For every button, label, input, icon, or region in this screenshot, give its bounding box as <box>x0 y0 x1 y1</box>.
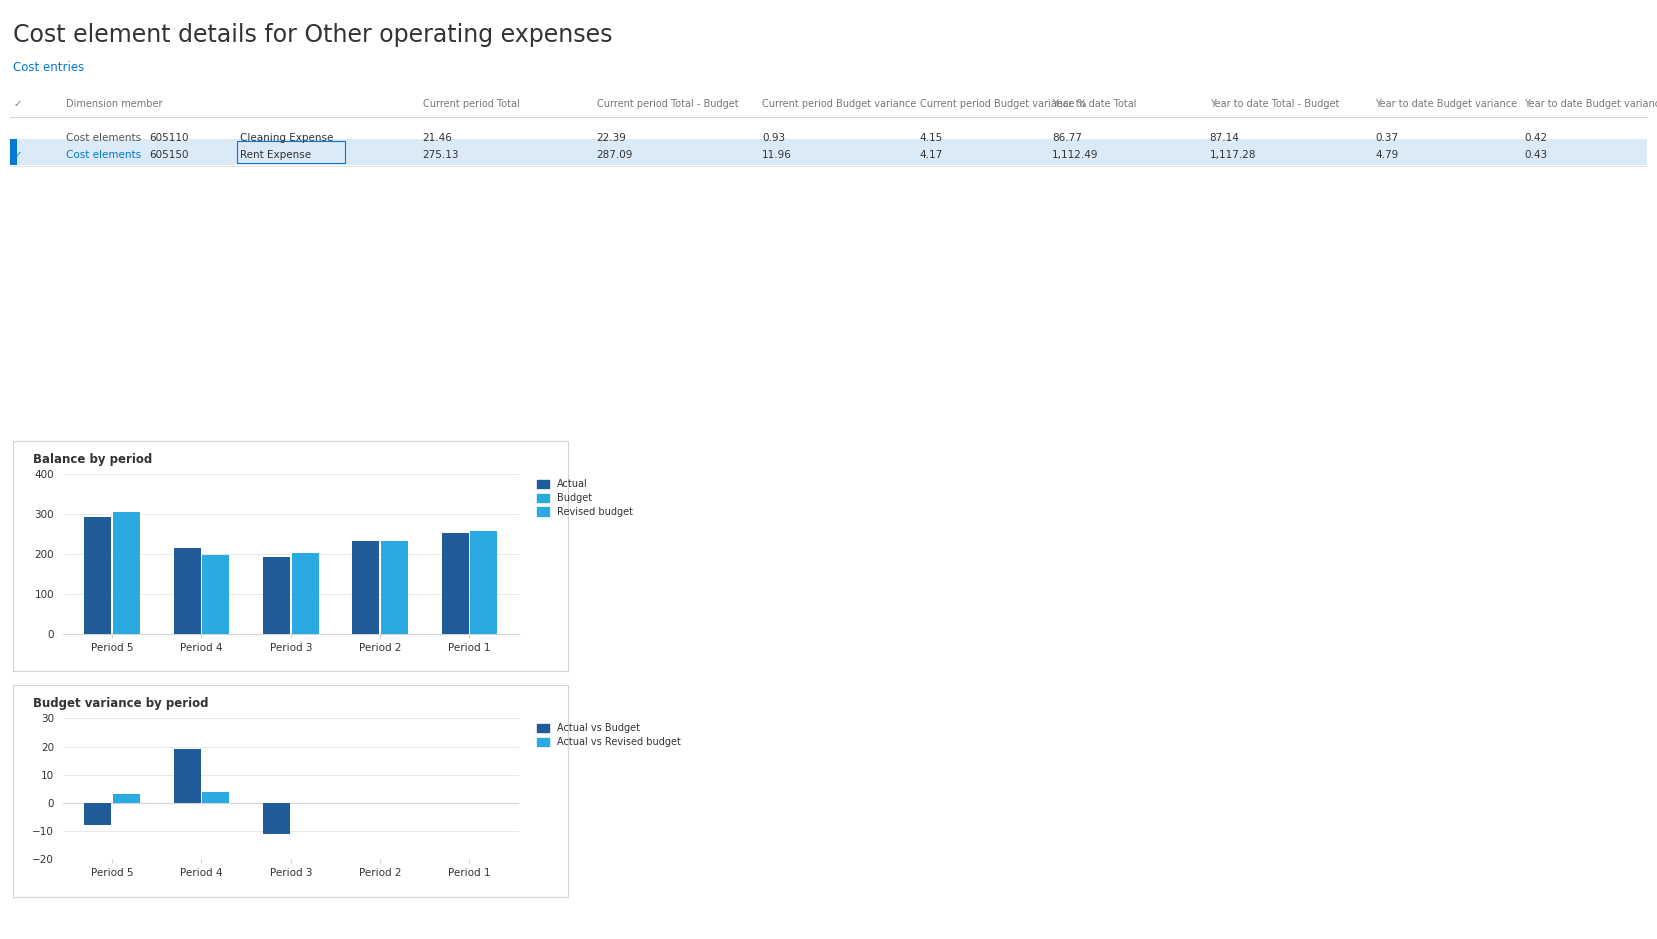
Text: Year to date Total: Year to date Total <box>1052 99 1137 109</box>
Bar <box>263 557 290 634</box>
Text: 605110: 605110 <box>149 133 189 144</box>
Text: Cost entries: Cost entries <box>13 61 85 74</box>
Text: Year to date Budget variance: Year to date Budget variance <box>1375 99 1518 109</box>
Text: 0.42: 0.42 <box>1524 133 1548 144</box>
Text: 22.39: 22.39 <box>597 133 626 144</box>
Text: Current period Total - Budget: Current period Total - Budget <box>597 99 737 109</box>
Bar <box>202 792 229 803</box>
Bar <box>292 553 318 634</box>
Bar <box>263 803 290 834</box>
Legend: Actual vs Budget, Actual vs Revised budget: Actual vs Budget, Actual vs Revised budg… <box>537 723 681 747</box>
Text: ✓: ✓ <box>13 150 22 161</box>
Bar <box>353 541 379 634</box>
Text: Cost elements: Cost elements <box>66 133 141 144</box>
Text: 0.37: 0.37 <box>1375 133 1399 144</box>
Text: 1,112.49: 1,112.49 <box>1052 150 1099 161</box>
Text: 86.77: 86.77 <box>1052 133 1082 144</box>
Text: 4.15: 4.15 <box>920 133 943 144</box>
Text: Cleaning Expense: Cleaning Expense <box>240 133 333 144</box>
Text: 0.43: 0.43 <box>1524 150 1548 161</box>
Text: Cost element details for Other operating expenses: Cost element details for Other operating… <box>13 23 613 48</box>
Text: 4.17: 4.17 <box>920 150 943 161</box>
Bar <box>113 512 139 634</box>
Legend: Actual, Budget, Revised budget: Actual, Budget, Revised budget <box>537 479 633 516</box>
Text: 21.46: 21.46 <box>423 133 452 144</box>
Text: 275.13: 275.13 <box>423 150 459 161</box>
Bar <box>174 749 200 803</box>
Text: 1,117.28: 1,117.28 <box>1210 150 1256 161</box>
Bar <box>442 533 469 634</box>
Bar <box>85 516 111 634</box>
Bar <box>471 531 497 634</box>
Bar <box>202 555 229 634</box>
Bar <box>381 541 408 634</box>
Text: ✓: ✓ <box>13 99 22 109</box>
Text: Current period Total: Current period Total <box>423 99 519 109</box>
Text: Balance by period: Balance by period <box>33 453 152 466</box>
Bar <box>113 794 139 803</box>
Text: 605150: 605150 <box>149 150 189 161</box>
Bar <box>174 548 200 634</box>
Bar <box>85 803 111 825</box>
Text: 11.96: 11.96 <box>762 150 792 161</box>
Text: 0.93: 0.93 <box>762 133 785 144</box>
Text: 4.79: 4.79 <box>1375 150 1399 161</box>
Text: Budget variance by period: Budget variance by period <box>33 697 209 710</box>
Text: Current period Budget variance: Current period Budget variance <box>762 99 916 109</box>
Text: Year to date Total - Budget: Year to date Total - Budget <box>1210 99 1339 109</box>
Text: Year to date Budget variance %: Year to date Budget variance % <box>1524 99 1657 109</box>
Text: Rent Expense: Rent Expense <box>240 150 312 161</box>
Text: Dimension member: Dimension member <box>66 99 162 109</box>
Text: Current period Budget variance %: Current period Budget variance % <box>920 99 1087 109</box>
Text: Cost elements: Cost elements <box>66 150 141 161</box>
Text: 287.09: 287.09 <box>597 150 633 161</box>
Text: 87.14: 87.14 <box>1210 133 1239 144</box>
